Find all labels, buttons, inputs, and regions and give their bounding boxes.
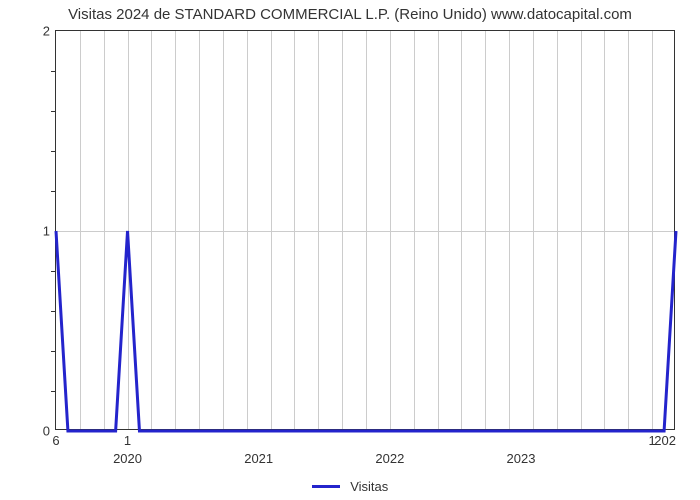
plot-area: 0126112022020202120222023 bbox=[55, 30, 675, 430]
x-tick-label: 1 bbox=[124, 433, 131, 448]
x-tick-year-label: 2022 bbox=[375, 451, 404, 466]
series-line bbox=[56, 31, 676, 431]
legend-label: Visitas bbox=[350, 479, 388, 494]
y-tick-label: 2 bbox=[43, 24, 50, 39]
x-tick-year-label: 2023 bbox=[507, 451, 536, 466]
legend-swatch bbox=[312, 485, 340, 488]
chart-container: Visitas 2024 de STANDARD COMMERCIAL L.P.… bbox=[0, 0, 700, 500]
y-tick-label: 1 bbox=[43, 224, 50, 239]
x-tick-label: 6 bbox=[52, 433, 59, 448]
x-tick-year-label: 2020 bbox=[113, 451, 142, 466]
x-tick-label: 202 bbox=[654, 433, 676, 448]
legend: Visitas bbox=[0, 478, 700, 496]
x-tick-year-label: 2021 bbox=[244, 451, 273, 466]
chart-title: Visitas 2024 de STANDARD COMMERCIAL L.P.… bbox=[0, 6, 700, 23]
y-tick-label: 0 bbox=[43, 424, 50, 439]
